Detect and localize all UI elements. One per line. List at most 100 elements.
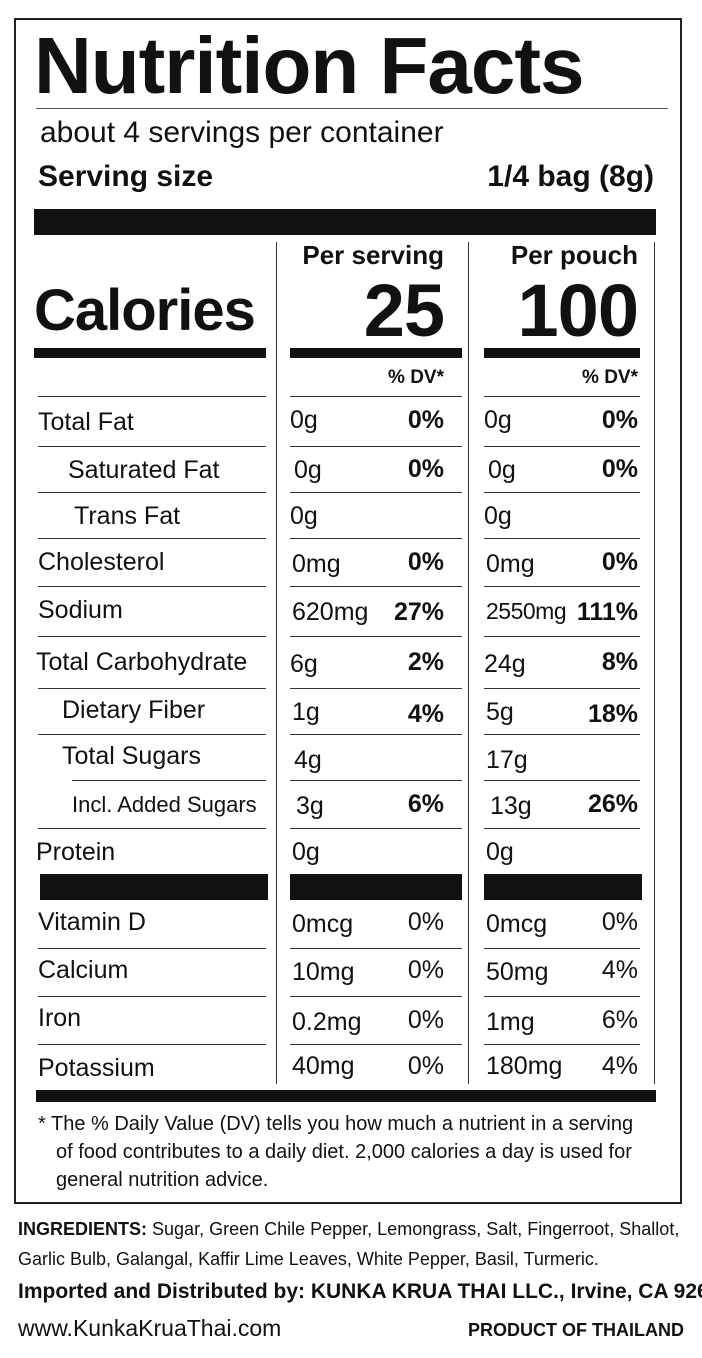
row-rule (484, 688, 640, 689)
row-rule (38, 538, 266, 539)
serving-amount: 3g (296, 792, 324, 820)
country-of-origin: PRODUCT OF THAILAND (468, 1320, 684, 1340)
calories-bar-1 (34, 348, 266, 358)
row-rule (38, 636, 266, 637)
pouch-amount: 0g (484, 406, 512, 434)
serving-amount: 0g (290, 502, 318, 530)
row-rule (38, 446, 266, 447)
pouch-dv: 4% (601, 1052, 638, 1080)
row-rule (484, 780, 640, 781)
footnote-line-2: of food contributes to a daily diet. 2,0… (56, 1141, 632, 1163)
vitamin-bar-1 (40, 874, 268, 900)
title-rule (36, 108, 668, 109)
row-rule (484, 492, 640, 493)
row-rule (38, 734, 266, 735)
serving-dv: 4% (407, 700, 444, 728)
footnote-line-1: * The % Daily Value (DV) tells you how m… (38, 1113, 634, 1135)
per-serving-calories: 25 (363, 269, 445, 352)
serving-size-value: 1/4 bag (8g) (487, 160, 654, 193)
ingredients-label: INGREDIENTS: (18, 1219, 148, 1239)
calories-bar-3 (484, 348, 640, 358)
serving-amount: 1g (292, 698, 320, 726)
per-pouch-dv-header: % DV* (582, 367, 638, 388)
row-rule (484, 586, 640, 587)
row-rule (290, 636, 462, 637)
row-rule (290, 996, 462, 997)
row-rule (484, 446, 640, 447)
pouch-dv: 6% (601, 1006, 638, 1034)
nutrient-name: Dietary Fiber (62, 696, 206, 724)
serving-amount: 6g (290, 650, 318, 678)
row-rule (38, 948, 266, 949)
serving-dv: 0% (407, 1006, 444, 1034)
row-rule (484, 948, 640, 949)
pouch-amount: 180mg (486, 1052, 563, 1080)
pouch-dv: 0% (601, 455, 638, 483)
nutrient-name: Incl. Added Sugars (72, 792, 257, 817)
row-rule (38, 492, 266, 493)
vitamin-name: Vitamin D (38, 908, 146, 936)
nutrient-name: Saturated Fat (68, 456, 220, 484)
importer-line: Imported and Distributed by: KUNKA KRUA … (18, 1280, 702, 1303)
pouch-amount: 0mcg (486, 910, 548, 938)
pouch-dv: 26% (587, 790, 638, 818)
serving-amount: 0.2mg (292, 1008, 362, 1036)
pouch-dv: 111% (576, 598, 638, 626)
row-rule (38, 396, 266, 397)
nutrient-name: Total Sugars (62, 742, 201, 770)
nutrient-name: Total Carbohydrate (36, 648, 248, 676)
calories-label: Calories (34, 278, 256, 343)
pouch-dv: 18% (587, 700, 638, 728)
pouch-amount: 13g (490, 792, 532, 820)
serving-amount: 40mg (292, 1052, 355, 1080)
row-rule (290, 948, 462, 949)
ingredients-text-1: Sugar, Green Chile Pepper, Lemongrass, S… (152, 1219, 680, 1239)
row-rule (290, 688, 462, 689)
label-title: Nutrition Facts (34, 21, 584, 110)
column-divider-1 (276, 242, 277, 1084)
row-rule (38, 586, 266, 587)
thick-bar-top (34, 209, 656, 235)
pouch-amount: 2550mg (486, 598, 567, 624)
nutrient-name: Sodium (38, 596, 123, 624)
serving-dv: 0% (407, 406, 444, 434)
serving-amount: 0mcg (292, 910, 354, 938)
row-rule (290, 734, 462, 735)
thick-bar-bottom (36, 1090, 656, 1102)
row-rule (290, 492, 462, 493)
nutrient-name: Total Fat (38, 408, 134, 436)
pouch-amount: 24g (484, 650, 526, 678)
vitamin-name: Potassium (38, 1054, 155, 1082)
serving-dv: 0% (407, 548, 444, 576)
calories-bar-2 (290, 348, 462, 358)
serving-amount: 620mg (292, 598, 369, 626)
pouch-dv: 0% (601, 406, 638, 434)
row-rule (484, 396, 640, 397)
pouch-dv: 0% (601, 548, 638, 576)
row-rule (290, 586, 462, 587)
row-rule (38, 688, 266, 689)
row-rule (72, 780, 266, 781)
row-rule (484, 538, 640, 539)
serving-dv: 0% (407, 455, 444, 483)
ingredients-line-1: INGREDIENTS: Sugar, Green Chile Pepper, … (18, 1214, 688, 1244)
ingredients-text-2: Garlic Bulb, Galangal, Kaffir Lime Leave… (18, 1249, 599, 1269)
serving-dv: 2% (407, 648, 444, 676)
pouch-dv: 0% (601, 908, 638, 936)
vitamin-name: Calcium (38, 956, 129, 984)
serving-amount: 0g (290, 406, 318, 434)
ingredients: INGREDIENTS: Sugar, Green Chile Pepper, … (18, 1214, 688, 1274)
website: www.KunkaKruaThai.com (18, 1315, 282, 1341)
pouch-amount: 17g (486, 746, 528, 774)
nutrient-name: Cholesterol (38, 548, 165, 576)
pouch-amount: 0mg (486, 550, 535, 578)
serving-amount: 0g (292, 838, 320, 866)
serving-dv: 0% (407, 908, 444, 936)
servings-per-container: about 4 servings per container (40, 116, 444, 149)
serving-dv: 0% (407, 956, 444, 984)
pouch-amount: 5g (486, 698, 514, 726)
pouch-amount: 50mg (486, 958, 549, 986)
serving-amount: 10mg (292, 958, 355, 986)
column-divider-3 (654, 242, 655, 1084)
row-rule (484, 828, 640, 829)
